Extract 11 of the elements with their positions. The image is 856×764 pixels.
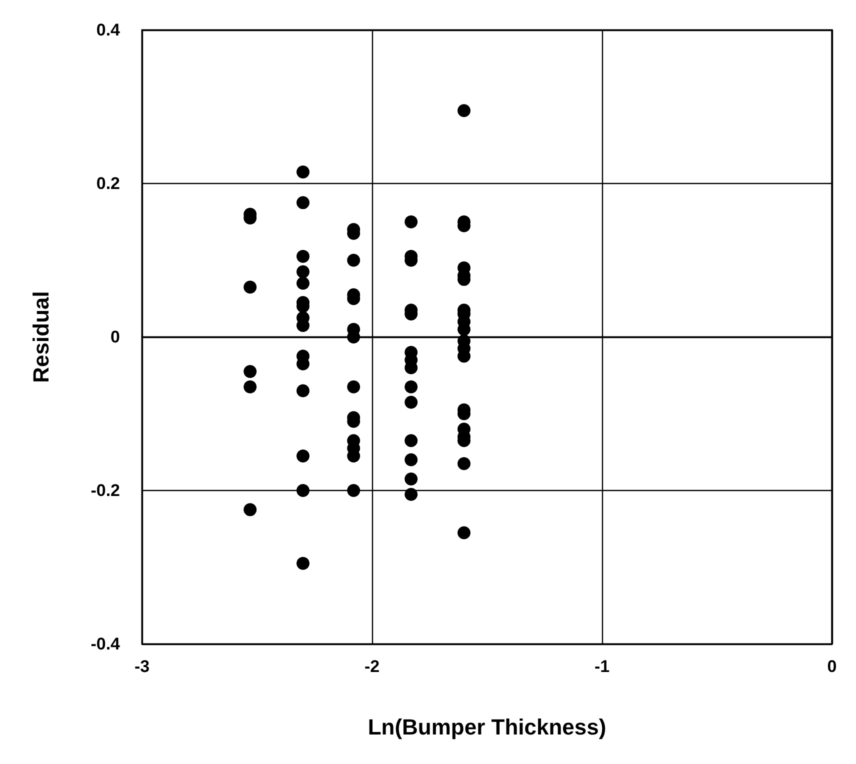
x-tick-label: -3 (134, 657, 150, 676)
y-tick-label: -0.2 (90, 481, 120, 500)
y-tick-label: 0 (110, 328, 120, 346)
x-tick-label: 0 (827, 657, 837, 676)
x-tick-label: -1 (594, 657, 610, 676)
y-axis-title: Residual (28, 291, 54, 383)
x-axis-title: Ln(Bumper Thickness) (368, 714, 606, 740)
y-tick-label: 0.2 (96, 174, 120, 193)
y-tick-label: -0.4 (90, 634, 121, 654)
x-tick-label: -2 (364, 657, 380, 676)
y-tick-label: 0.4 (96, 20, 121, 40)
